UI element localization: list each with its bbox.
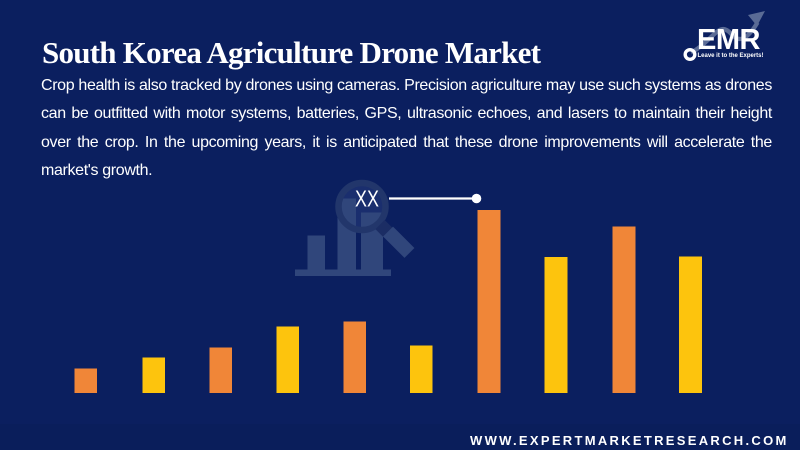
svg-text:Leave it to the Experts!: Leave it to the Experts! <box>698 53 764 59</box>
svg-text:XX: XX <box>355 186 379 212</box>
svg-text:EMR: EMR <box>697 24 761 56</box>
